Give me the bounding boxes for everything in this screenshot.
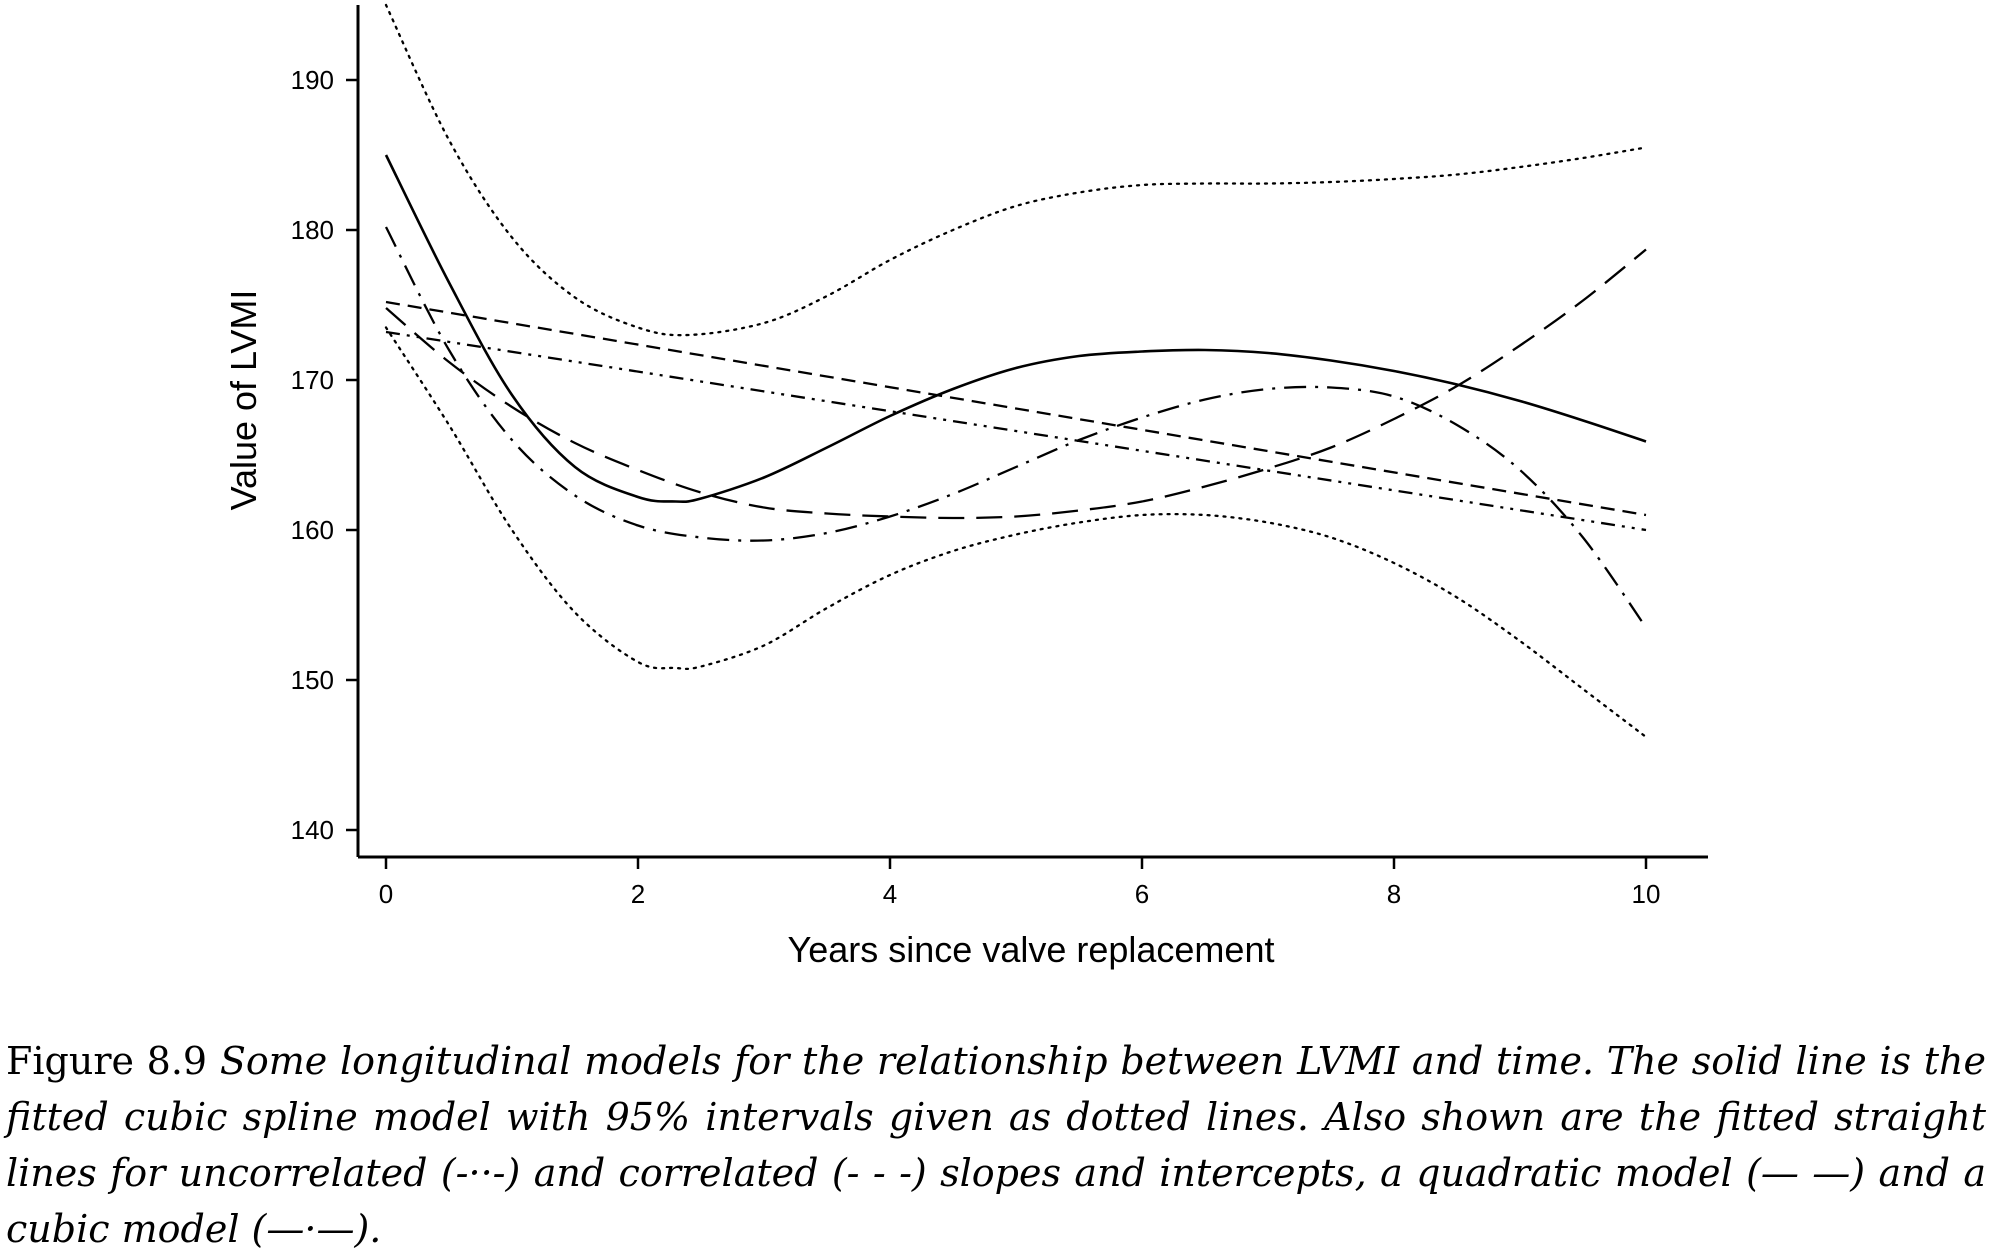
figure-caption-text: Some longitudinal models for the relatio… (6, 1039, 1986, 1251)
series-line-solid-0 (384, 154, 1647, 503)
y-tick-label: 140 (291, 815, 334, 845)
series-line-dash-dot-dot-3 (385, 330, 1647, 532)
x-tick-label: 2 (631, 879, 645, 909)
lvmi-chart: 140 150 160 170 180 190 0 2 4 6 8 10 Years since va… (223, 3, 1708, 970)
series-line-long-dash-5 (385, 248, 1647, 520)
x-axis-title: Years since valve replacement (788, 929, 1275, 970)
y-tick-label: 160 (291, 515, 334, 545)
x-tick-label: 8 (1387, 879, 1401, 909)
series-line-dotted-2 (384, 326, 1648, 739)
x-tick-label: 0 (379, 879, 393, 909)
series-line-short-dash-4 (385, 300, 1647, 517)
series-line-dash-dot-6 (384, 226, 1647, 629)
x-tick-label: 6 (1135, 879, 1149, 909)
x-tick-label: 4 (883, 879, 897, 909)
y-tick-label: 150 (291, 665, 334, 695)
y-tick-label: 180 (291, 215, 334, 245)
chart-axes: 140 150 160 170 180 190 0 2 4 6 8 10 (291, 5, 1708, 909)
figure-number: Figure 8.9 (6, 1039, 208, 1083)
y-tick-label: 190 (291, 65, 334, 95)
x-tick-label: 10 (1632, 879, 1661, 909)
y-axis-title: Value of LVMI (223, 290, 264, 511)
figure-caption: Figure 8.9 Some longitudinal models for … (6, 1033, 1986, 1257)
chart-series-layer (384, 3, 1648, 739)
series-line-dotted-1 (384, 3, 1648, 337)
y-tick-label: 170 (291, 365, 334, 395)
